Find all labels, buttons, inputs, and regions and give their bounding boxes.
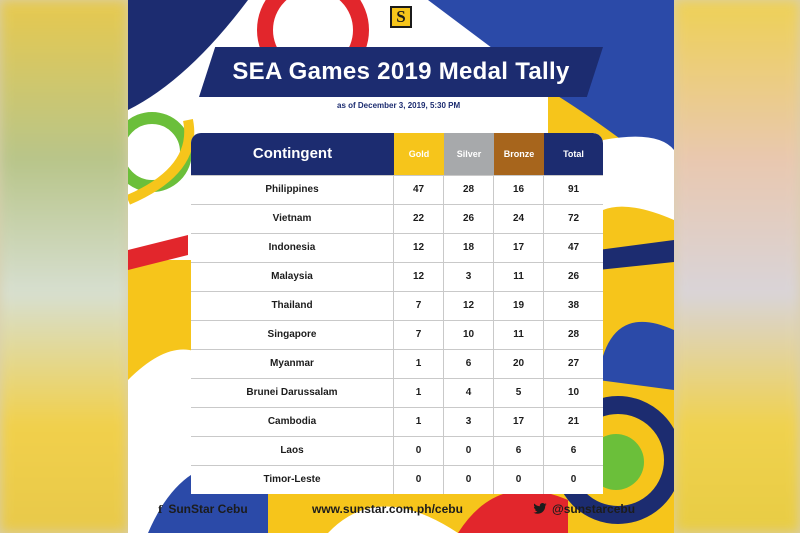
total-count: 27 [567, 358, 580, 369]
total-count: 72 [567, 213, 580, 224]
country-name: Vietnam [191, 205, 394, 233]
silver-count: 3 [444, 263, 494, 291]
bronze-count: 17 [494, 408, 544, 436]
medal-tally-poster: S SEA Games 2019 Medal Tally as of Decem… [128, 0, 674, 533]
table-header: Contingent Gold Silver Bronze Total [191, 133, 603, 175]
silver-count: 3 [444, 408, 494, 436]
gold-count: 7 [394, 292, 444, 320]
facebook-label: SunStar Cebu [168, 502, 248, 516]
bronze-count: 5 [494, 379, 544, 407]
table-row: Brunei Darussalam 1 4 5 10 [191, 378, 603, 407]
total-count: 47 [567, 242, 580, 253]
country-name: Indonesia [191, 234, 394, 262]
table-row: Laos 0 0 6 6 [191, 436, 603, 465]
table-row: Thailand 7 12 19 38 [191, 291, 603, 320]
silver-count: 26 [444, 205, 494, 233]
table-row: Philippines 47 28 16 91 [191, 175, 603, 204]
header-gold: Gold [394, 133, 444, 175]
blurred-background-right [674, 0, 800, 533]
bronze-count: 6 [494, 437, 544, 465]
country-name: Brunei Darussalam [191, 379, 394, 407]
sunstar-logo: S [390, 6, 412, 28]
bronze-count: 19 [494, 292, 544, 320]
total-count: 28 [567, 329, 580, 340]
table-row: Myanmar 1 6 20 27 [191, 349, 603, 378]
total-count: 21 [567, 416, 580, 427]
website-link: www.sunstar.com.ph/cebu [312, 502, 463, 516]
table-row: Timor-Leste 0 0 0 0 [191, 465, 603, 494]
silver-count: 0 [444, 466, 494, 494]
gold-count: 1 [394, 350, 444, 378]
silver-count: 0 [444, 437, 494, 465]
bronze-count: 11 [494, 321, 544, 349]
table-row: Cambodia 1 3 17 21 [191, 407, 603, 436]
gold-count: 1 [394, 379, 444, 407]
blurred-background-left [0, 0, 128, 533]
total-count: 38 [567, 300, 580, 311]
country-name: Cambodia [191, 408, 394, 436]
bronze-count: 16 [494, 176, 544, 204]
header-contingent: Contingent [191, 133, 394, 175]
gold-count: 0 [394, 466, 444, 494]
facebook-icon: f [158, 505, 163, 516]
page-title: SEA Games 2019 Medal Tally [232, 58, 570, 85]
twitter-label: @sunstarcebu [552, 502, 636, 516]
gold-count: 22 [394, 205, 444, 233]
bronze-count: 0 [494, 466, 544, 494]
timestamp: as of December 3, 2019, 5:30 PM [337, 101, 461, 110]
silver-count: 28 [444, 176, 494, 204]
country-name: Laos [191, 437, 394, 465]
table-row: Singapore 7 10 11 28 [191, 320, 603, 349]
table-row: Indonesia 12 18 17 47 [191, 233, 603, 262]
bronze-count: 11 [494, 263, 544, 291]
medal-table: Contingent Gold Silver Bronze Total Phil… [191, 133, 603, 494]
facebook-handle: f SunStar Cebu [158, 502, 248, 516]
twitter-icon [533, 503, 547, 514]
header-silver: Silver [444, 133, 494, 175]
gold-count: 47 [394, 176, 444, 204]
country-name: Malaysia [191, 263, 394, 291]
title-banner [199, 47, 603, 97]
gold-count: 0 [394, 437, 444, 465]
table-row: Vietnam 22 26 24 72 [191, 204, 603, 233]
silver-count: 10 [444, 321, 494, 349]
silver-count: 18 [444, 234, 494, 262]
header-total: Total [544, 133, 603, 175]
bronze-count: 24 [494, 205, 544, 233]
bronze-count: 17 [494, 234, 544, 262]
gold-count: 12 [394, 234, 444, 262]
country-name: Philippines [191, 176, 394, 204]
bronze-count: 20 [494, 350, 544, 378]
country-name: Thailand [191, 292, 394, 320]
silver-count: 12 [444, 292, 494, 320]
total-count: 91 [567, 184, 580, 195]
silver-count: 4 [444, 379, 494, 407]
country-name: Singapore [191, 321, 394, 349]
header-bronze: Bronze [494, 133, 544, 175]
country-name: Myanmar [191, 350, 394, 378]
table-body: Philippines 47 28 16 91 Vietnam 22 26 24 72 Indone… [191, 175, 603, 494]
table-row: Malaysia 12 3 11 26 [191, 262, 603, 291]
total-count: 6 [570, 445, 577, 456]
gold-count: 12 [394, 263, 444, 291]
twitter-handle: @sunstarcebu [533, 502, 635, 516]
total-count: 10 [567, 387, 580, 398]
total-count: 0 [570, 474, 577, 485]
gold-count: 7 [394, 321, 444, 349]
country-name: Timor-Leste [191, 466, 394, 494]
silver-count: 6 [444, 350, 494, 378]
total-count: 26 [567, 271, 580, 282]
gold-count: 1 [394, 408, 444, 436]
